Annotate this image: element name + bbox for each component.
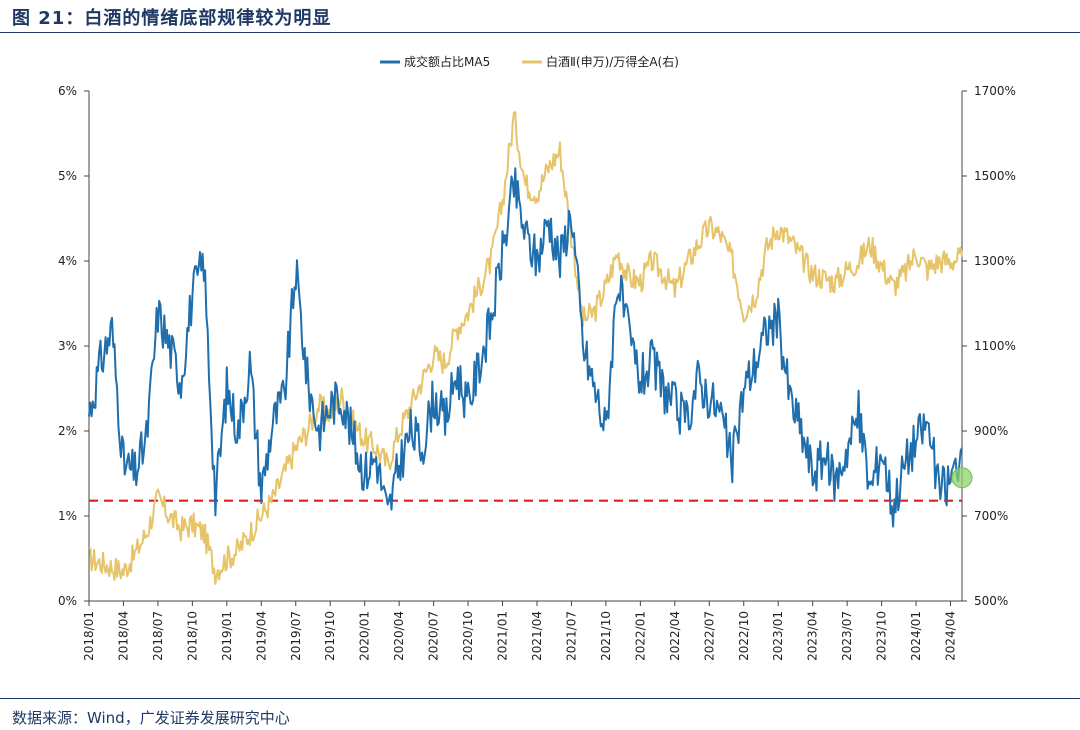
x-tick-label: 2018/10 [185, 611, 199, 661]
x-tick-label: 2018/04 [116, 611, 130, 661]
x-tick-label: 2019/07 [289, 611, 303, 661]
y-right-tick-label: 1500% [974, 169, 1016, 183]
x-tick-label: 2021/07 [564, 611, 578, 661]
footer-rule [0, 698, 1080, 699]
x-tick-label: 2020/07 [427, 611, 441, 661]
y-right-tick-label: 1100% [974, 339, 1016, 353]
figure-title: 图 21：白酒的情绪底部规律较为明显 [12, 8, 332, 29]
series-layer [88, 111, 973, 585]
series-line [88, 167, 963, 528]
x-tick-label: 2020/04 [392, 611, 406, 661]
y-left-tick-label: 4% [58, 254, 77, 268]
series-line [88, 111, 963, 585]
x-tick-label: 2020/10 [461, 611, 475, 661]
title-rule [0, 32, 1080, 33]
x-tick-label: 2019/04 [254, 611, 268, 661]
x-tick-label: 2019/01 [220, 611, 234, 661]
y-left-tick-label: 3% [58, 339, 77, 353]
x-tick-label: 2023/01 [771, 611, 785, 661]
y-left-tick-label: 0% [58, 594, 77, 608]
legend-label: 成交额占比MA5 [404, 54, 490, 69]
x-tick-label: 2021/01 [496, 611, 510, 661]
legend: 成交额占比MA5 白酒Ⅱ(申万)/万得全A(右) [380, 54, 679, 69]
marker-point [951, 467, 973, 489]
x-tick-label: 2019/10 [323, 611, 337, 661]
x-tick-label: 2022/04 [668, 611, 682, 661]
x-tick-label: 2024/01 [909, 611, 923, 661]
x-tick-label: 2018/07 [151, 611, 165, 661]
y-left-tick-label: 5% [58, 169, 77, 183]
y-left-tick-label: 1% [58, 509, 77, 523]
y-right-tick-label: 900% [974, 424, 1008, 438]
source-note: 数据来源：Wind，广发证券发展研究中心 [12, 709, 290, 727]
y-left-tick-label: 6% [58, 84, 77, 98]
axes: 0% 1% 2% 3% 4% 5% 6% 500% 700% 900% 1100% 1300% 1500… [58, 84, 1016, 661]
x-tick-label: 2024/04 [944, 611, 958, 661]
x-tick-label: 2022/10 [737, 611, 751, 661]
y-right-tick-label: 700% [974, 509, 1008, 523]
x-tick-label: 2021/10 [599, 611, 613, 661]
x-tick-label: 2023/04 [806, 611, 820, 661]
x-tick-label: 2022/07 [702, 611, 716, 661]
y-right-tick-label: 500% [974, 594, 1008, 608]
y-right-tick-label: 1300% [974, 254, 1016, 268]
y-right-tick-label: 1700% [974, 84, 1016, 98]
x-tick-label: 2021/04 [530, 611, 544, 661]
legend-label: 白酒Ⅱ(申万)/万得全A(右) [546, 54, 679, 69]
x-tick-label: 2023/10 [875, 611, 889, 661]
y-left-tick-label: 2% [58, 424, 77, 438]
x-tick-label: 2023/07 [840, 611, 854, 661]
x-tick-label: 2020/01 [358, 611, 372, 661]
x-tick-label: 2022/01 [633, 611, 647, 661]
x-tick-label: 2018/01 [82, 611, 96, 661]
chart: 0% 1% 2% 3% 4% 5% 6% 500% 700% 900% 1100% 1300% 1500… [58, 54, 1016, 661]
